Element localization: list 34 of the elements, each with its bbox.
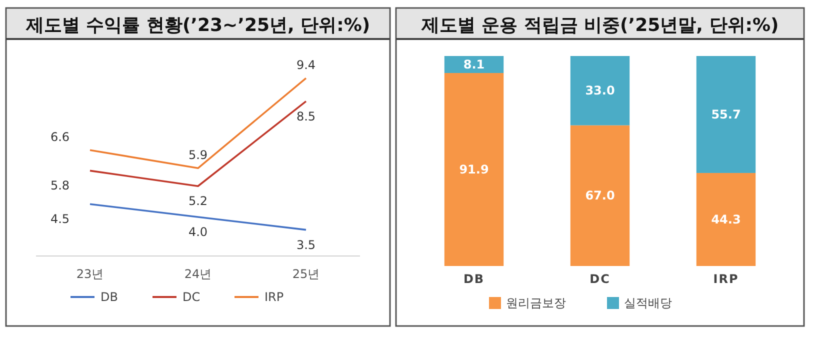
legend-label: DC [182, 290, 200, 304]
bar [696, 172, 756, 266]
bar [696, 56, 756, 173]
data-label: 5.2 [188, 194, 208, 208]
chart-title: 제도별 수익률 현황(’23~’25년, 단위:%) [24, 15, 370, 36]
legend-label: DB [100, 290, 118, 304]
data-label: 8.1 [463, 58, 485, 72]
data-label: 4.5 [50, 212, 70, 226]
x-tick-label: 23년 [76, 267, 104, 281]
legend-label: IRP [264, 290, 284, 304]
x-tick-label: 25년 [292, 267, 320, 281]
legend-label: 원리금보장 [506, 296, 566, 310]
data-label: 4.0 [188, 224, 208, 239]
data-label: 9.4 [296, 58, 316, 72]
data-label: 55.7 [711, 107, 741, 122]
bar [570, 125, 630, 266]
data-label: 67.0 [585, 188, 615, 203]
bar [444, 73, 504, 266]
x-tick-label: DB [463, 272, 485, 286]
x-tick-label: 24년 [184, 267, 212, 281]
data-label: 5.9 [188, 148, 208, 162]
data-label: 8.5 [296, 109, 316, 124]
chart-title: 제도별 운용 적립금 비중(’25년말, 단위:%) [420, 15, 779, 36]
data-label: 91.9 [459, 162, 489, 177]
bar [570, 56, 630, 126]
data-label: 33.0 [585, 84, 615, 98]
data-label: 44.3 [711, 212, 741, 226]
bar [444, 56, 504, 74]
x-tick-label: DC [590, 272, 610, 286]
data-label: 6.6 [50, 130, 70, 144]
x-tick-label: IRP [713, 272, 739, 286]
data-label: 5.8 [50, 178, 70, 193]
legend-label: 실적배당 [624, 296, 672, 310]
data-label: 3.5 [296, 238, 316, 252]
